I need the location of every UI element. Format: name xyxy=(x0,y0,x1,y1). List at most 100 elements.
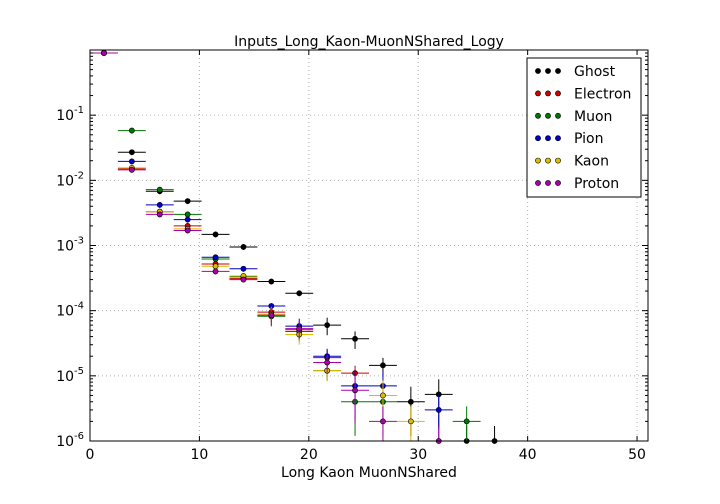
legend-marker xyxy=(555,180,561,186)
data-marker xyxy=(296,290,303,297)
data-marker xyxy=(184,198,191,205)
data-point xyxy=(145,211,174,218)
legend-marker xyxy=(535,90,541,97)
data-series xyxy=(90,50,509,444)
data-marker xyxy=(156,211,163,218)
legend-marker xyxy=(555,135,561,142)
legend-marker xyxy=(545,157,551,164)
data-marker xyxy=(324,322,331,329)
data-marker xyxy=(101,50,107,56)
legend-marker xyxy=(535,135,541,142)
legend-marker xyxy=(545,68,551,74)
legend-marker xyxy=(545,180,551,186)
data-point xyxy=(173,211,202,218)
y-tick-label: 10-6 xyxy=(56,431,84,450)
data-marker xyxy=(268,278,275,285)
data-marker xyxy=(407,418,414,425)
data-marker xyxy=(212,268,219,275)
legend-marker xyxy=(555,112,561,119)
legend-entry: Muon xyxy=(535,109,612,125)
legend-marker xyxy=(535,157,541,164)
y-tick-label: 10-4 xyxy=(56,301,84,320)
y-tick-label: 10-5 xyxy=(56,366,84,385)
data-point xyxy=(229,265,258,272)
data-point xyxy=(257,278,286,285)
data-marker xyxy=(380,362,386,369)
legend-marker xyxy=(555,68,561,74)
y-tick-label-exponent: -1 xyxy=(74,105,84,116)
data-point xyxy=(452,406,481,441)
legend-entry: Pion xyxy=(535,131,603,147)
legend-entry: Ghost xyxy=(535,64,616,80)
x-tick-label: 20 xyxy=(300,447,318,463)
legend-marker xyxy=(535,112,541,119)
data-point xyxy=(145,201,174,208)
data-point xyxy=(201,268,230,275)
data-marker xyxy=(184,216,191,223)
x-tick-label: 50 xyxy=(628,447,646,463)
data-point xyxy=(341,331,369,349)
data-marker xyxy=(240,276,247,283)
y-tick-label-exponent: -6 xyxy=(74,431,84,442)
legend-label: Pion xyxy=(574,131,603,147)
legend-entry: Electron xyxy=(535,86,631,102)
x-tick-label: 40 xyxy=(519,447,537,463)
data-marker xyxy=(352,335,358,342)
data-point xyxy=(229,276,258,283)
y-tick-label-exponent: -3 xyxy=(74,236,84,247)
legend-label: Electron xyxy=(574,86,631,102)
data-marker xyxy=(212,231,219,238)
y-tick-label-exponent: -4 xyxy=(74,301,84,312)
data-point xyxy=(90,50,118,56)
data-point xyxy=(424,394,453,441)
data-point xyxy=(117,149,146,156)
data-point xyxy=(369,406,397,441)
data-marker xyxy=(268,312,275,319)
y-tick-label-exponent: -2 xyxy=(74,170,84,181)
legend-label: Muon xyxy=(574,109,612,125)
data-marker xyxy=(435,407,442,413)
y-tick-label: 10-1 xyxy=(56,105,84,124)
data-point xyxy=(201,231,230,238)
y-tick-label-base: 10 xyxy=(56,304,74,320)
data-marker xyxy=(240,244,247,250)
data-marker xyxy=(324,359,331,366)
data-marker xyxy=(240,265,247,272)
data-point xyxy=(313,317,342,336)
legend-marker xyxy=(545,112,551,119)
data-marker xyxy=(352,387,358,394)
data-marker xyxy=(380,418,386,425)
legend-marker xyxy=(555,157,561,164)
legend-entry: Kaon xyxy=(535,154,609,170)
x-tick-label: 10 xyxy=(190,447,208,463)
y-tick-label: 10-2 xyxy=(56,170,84,189)
data-point xyxy=(257,307,286,326)
legend-label: Proton xyxy=(574,176,619,192)
legend-marker xyxy=(535,180,541,186)
data-marker xyxy=(184,227,191,234)
legend-marker xyxy=(535,68,541,74)
legend: Ghost Electron Muon Pion Kaon Proton xyxy=(526,57,642,198)
data-marker xyxy=(128,166,135,173)
data-marker xyxy=(380,392,386,399)
data-point xyxy=(173,227,202,234)
legend-label: Kaon xyxy=(574,154,609,170)
data-point xyxy=(201,263,230,270)
legend-box xyxy=(526,57,642,198)
legend-label: Ghost xyxy=(574,64,616,80)
chart-title: Inputs_Long_Kaon-MuonNShared_Logy xyxy=(234,34,504,50)
data-point xyxy=(117,158,146,165)
data-marker xyxy=(296,325,303,332)
legend-marker xyxy=(555,90,561,97)
data-point xyxy=(117,166,146,173)
x-tick-label: 0 xyxy=(86,447,95,463)
y-tick-label-base: 10 xyxy=(56,434,74,450)
data-marker xyxy=(212,254,219,261)
legend-marker xyxy=(545,90,551,97)
y-tick-label-base: 10 xyxy=(56,239,74,255)
series-pion xyxy=(90,50,453,441)
x-tick-label: 30 xyxy=(409,447,427,463)
y-tick-label-exponent: -5 xyxy=(74,366,84,377)
data-point xyxy=(173,216,202,223)
